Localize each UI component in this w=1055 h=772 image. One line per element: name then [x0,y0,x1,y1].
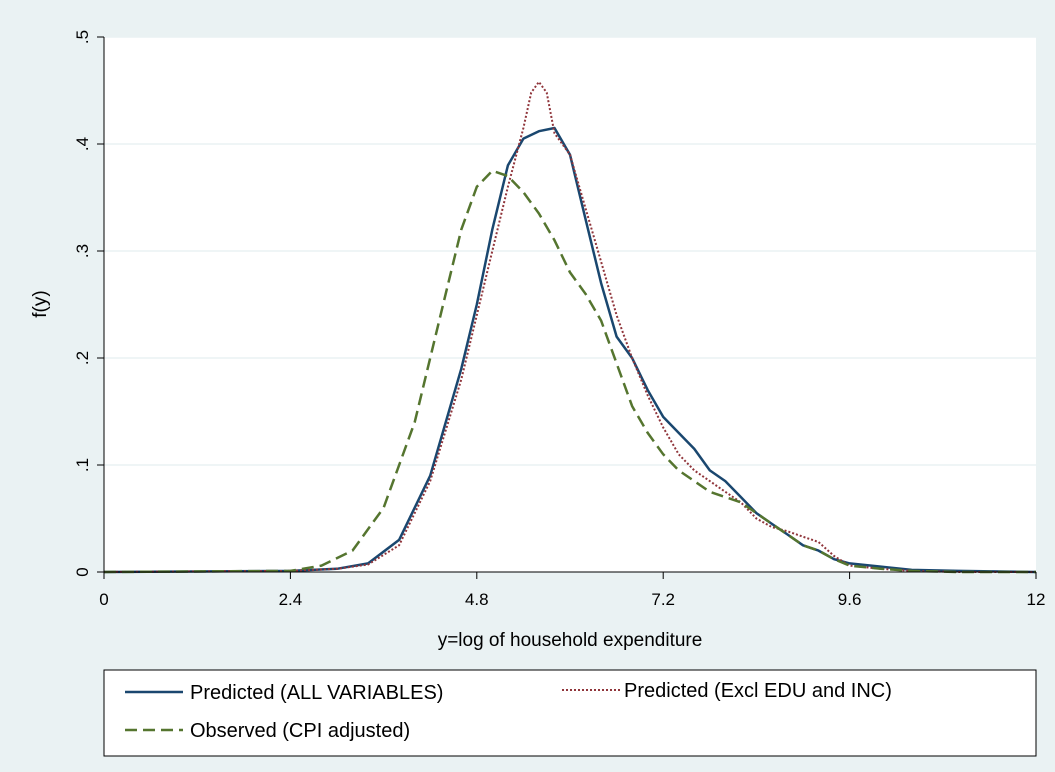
x-tick-label: 7.2 [651,590,675,609]
y-axis-ticks: 0 .1 .2 .3 .4 .5 [73,30,104,577]
y-tick-label: .2 [73,351,92,365]
x-tick-label: 2.4 [279,590,303,609]
legend-label-1: Predicted (ALL VARIABLES) [190,682,443,704]
series-line-3 [103,169,1036,574]
y-tick-label: .5 [73,30,92,44]
y-tick-label: .3 [73,244,92,258]
y-tick-label: 0 [73,567,92,576]
series-line-2 [103,80,1036,573]
legend-label-3: Observed (CPI adjusted) [190,720,410,742]
x-tick-label: 12 [1027,590,1046,609]
axes [103,37,1036,573]
plot-area [104,37,1036,572]
legend-box [103,669,1037,757]
x-axis-label: y=log of household expenditure [438,630,703,651]
x-tick-label: 4.8 [465,590,489,609]
x-axis-ticks: 0 2.4 4.8 7.2 9.6 12 [99,572,1045,609]
legend: Predicted (ALL VARIABLES) Predicted (Excl… [103,669,1037,757]
x-tick-label: 0 [99,590,108,609]
y-tick-label: .1 [73,458,92,472]
series-line-1 [103,126,1037,574]
legend-label-2: Predicted (Excl EDU and INC) [624,680,892,702]
x-tick-label: 9.6 [838,590,862,609]
series-layer [103,80,1037,574]
y-tick-label: .4 [73,137,92,151]
grid-lines [104,36,1036,466]
y-axis-label: f(y) [30,290,51,317]
